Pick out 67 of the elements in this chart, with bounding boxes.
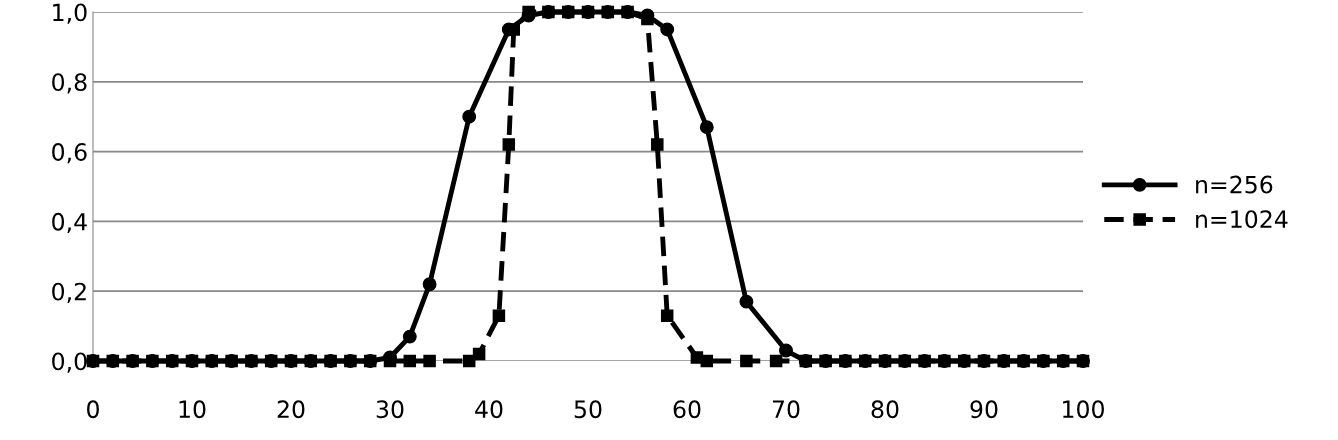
point: [660, 22, 675, 37]
point: [245, 354, 258, 368]
point: [651, 138, 664, 151]
point: [1056, 354, 1070, 368]
point: [938, 354, 951, 368]
x-tick-label: 80: [871, 400, 899, 419]
point: [839, 354, 852, 368]
x-tick-label: 30: [376, 400, 404, 419]
point: [799, 354, 813, 368]
point: [1017, 354, 1030, 368]
point: [542, 5, 555, 19]
point: [740, 354, 753, 368]
legend-label: n=256: [1196, 175, 1273, 194]
x-tick-label: 20: [277, 400, 305, 419]
point: [165, 354, 179, 368]
point: [918, 354, 931, 368]
point: [423, 354, 436, 368]
x-tick-label: 90: [970, 400, 998, 419]
point: [502, 138, 516, 151]
point: [957, 354, 971, 368]
x-tick-label: 60: [673, 400, 701, 419]
point: [472, 347, 486, 361]
point: [403, 354, 417, 368]
point: [621, 5, 634, 19]
point: [699, 120, 714, 135]
point: [402, 329, 417, 344]
point: [819, 354, 832, 368]
point: [462, 109, 477, 124]
point: [324, 354, 337, 368]
y-tick-label: 0,6: [52, 143, 87, 164]
point: [363, 354, 377, 368]
point: [106, 354, 120, 368]
point: [641, 12, 654, 26]
point: [225, 354, 238, 368]
x-tick-label: 50: [574, 400, 602, 419]
point: [522, 5, 535, 19]
point: [304, 354, 318, 368]
point: [660, 309, 674, 322]
point: [601, 5, 615, 19]
y-tick-label: 0,8: [52, 73, 87, 94]
point: [205, 354, 219, 368]
y-tick-label: 0,4: [52, 212, 87, 234]
point: [1037, 354, 1050, 368]
point: [858, 354, 872, 368]
x-tick-label: 70: [772, 400, 800, 419]
point: [700, 354, 714, 368]
point: [898, 354, 912, 368]
x-tick-label: 40: [475, 400, 503, 419]
legend-label: n=1024: [1196, 210, 1288, 229]
x-tick-label: 100: [1063, 400, 1104, 419]
y-tick-label: 1,0: [53, 3, 87, 24]
x-tick-label: 10: [179, 400, 206, 419]
point: [264, 354, 278, 368]
point: [383, 354, 397, 368]
y-tick-label: 0,2: [52, 282, 86, 303]
point: [779, 343, 793, 358]
point: [344, 354, 357, 368]
point: [739, 294, 754, 309]
x-tick-label: 0: [87, 400, 99, 419]
point: [422, 277, 437, 292]
point: [492, 309, 506, 322]
y-tick-label: 0,0: [52, 352, 87, 373]
point: [997, 354, 1011, 368]
point: [769, 354, 783, 368]
point: [126, 354, 139, 368]
point: [561, 5, 575, 19]
point: [146, 354, 159, 368]
